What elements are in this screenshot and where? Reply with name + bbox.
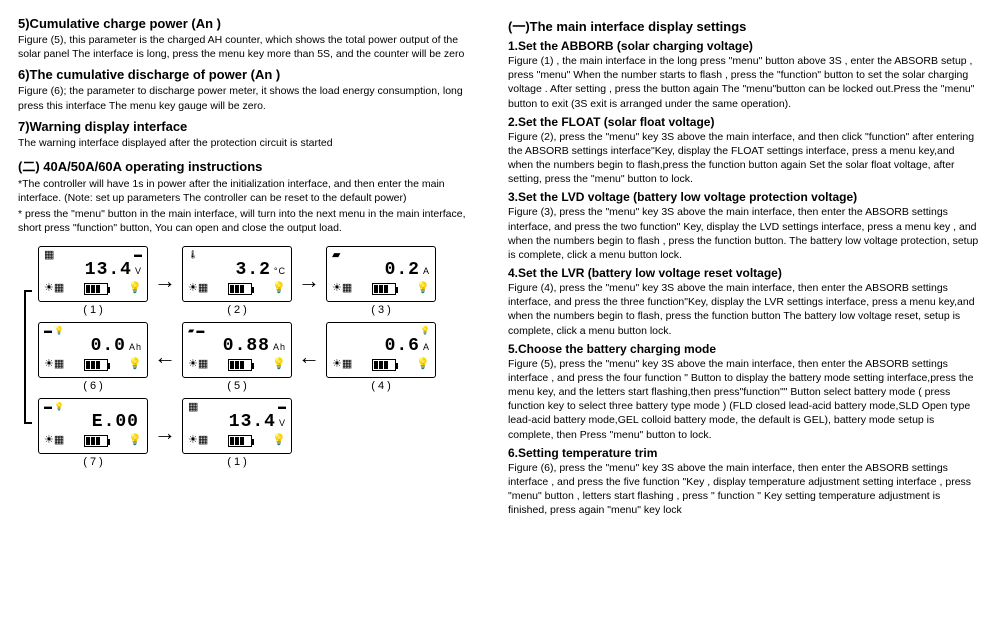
ops-title: (二) 40A/50A/60A operating instructions [18, 156, 478, 175]
section-7-body: The warning interface displayed after th… [18, 136, 478, 150]
lcd-5: ▰ ▬ 0.88Ah ☀▦💡 ( 5 ) [182, 322, 292, 392]
battery-icon [84, 359, 108, 371]
lcd-2-value: 3.2 [235, 261, 270, 279]
lcd-6-value: 0.0 [91, 337, 126, 355]
lcd-1b-unit: V [279, 419, 286, 428]
lcd-7-value: E.00 [92, 413, 139, 431]
r-s3-title: 3.Set the LVD voltage (battery low volta… [508, 190, 982, 204]
lcd-5-caption: ( 5 ) [227, 380, 247, 392]
r-s5-title: 5.Choose the battery charging mode [508, 342, 982, 356]
lcd-5-value: 0.88 [223, 337, 270, 355]
ops-p2: * press the "menu" button in the main in… [18, 207, 478, 235]
section-6-body: Figure (6); the parameter to discharge p… [18, 84, 478, 112]
lcd-6-caption: ( 6 ) [83, 380, 103, 392]
arrow-right-icon: → [154, 420, 176, 446]
lcd-1-caption: ( 1 ) [83, 304, 103, 316]
lcd-flow-diagram: ▦▬ 13.4V ☀▦💡 ( 1 ) → 🌡 3.2°C ☀▦💡 ( 2 ) →… [18, 246, 478, 468]
battery-icon [228, 359, 252, 371]
lcd-6-unit: Ah [129, 343, 142, 352]
r-s5-body: Figure (5), press the "menu" key 3S abov… [508, 357, 982, 442]
r-s1-body: Figure (1) , the main interface in the l… [508, 54, 982, 111]
lcd-1b: ▦▬ 13.4V ☀▦💡 ( 1 ) [182, 398, 292, 468]
section-5-body: Figure (5), this parameter is the charge… [18, 33, 478, 61]
section-5-title: 5)Cumulative charge power (An ) [18, 16, 478, 31]
battery-icon [372, 359, 396, 371]
lcd-4-caption: ( 4 ) [371, 380, 391, 392]
lcd-6: ▬ 💡 0.0Ah ☀▦💡 ( 6 ) [38, 322, 148, 392]
r-s4-body: Figure (4), press the "menu" key 3S abov… [508, 281, 982, 338]
lcd-7-caption: ( 7 ) [83, 456, 103, 468]
ops-p1: *The controller will have 1s in power af… [18, 177, 478, 205]
battery-icon [228, 435, 252, 447]
r-s3-body: Figure (3), press the "menu" key 3S abov… [508, 205, 982, 262]
lcd-4-value: 0.6 [385, 337, 420, 355]
lcd-1-unit: V [135, 267, 142, 276]
lcd-3: ▰ 0.2A ☀▦💡 ( 3 ) [326, 246, 436, 316]
lcd-3-caption: ( 3 ) [371, 304, 391, 316]
lcd-1b-value: 13.4 [229, 413, 276, 431]
lcd-3-value: 0.2 [385, 261, 420, 279]
lcd-4: 💡 0.6A ☀▦💡 ( 4 ) [326, 322, 436, 392]
lcd-5-unit: Ah [273, 343, 286, 352]
lcd-1b-caption: ( 1 ) [227, 456, 247, 468]
r-s2-body: Figure (2), press the "menu" key 3S abov… [508, 130, 982, 187]
battery-icon [228, 283, 252, 295]
r-s6-title: 6.Setting temperature trim [508, 446, 982, 460]
arrow-left-icon: ← [298, 344, 320, 370]
arrow-left-icon: ← [154, 344, 176, 370]
section-7-title: 7)Warning display interface [18, 119, 478, 134]
r-s1-title: 1.Set the ABBORB (solar charging voltage… [508, 39, 982, 53]
r-s2-title: 2.Set the FLOAT (solar float voltage) [508, 115, 982, 129]
r-s6-body: Figure (6), press the "menu" key 3S abov… [508, 461, 982, 518]
r-s4-title: 4.Set the LVR (battery low voltage reset… [508, 266, 982, 280]
battery-icon [372, 283, 396, 295]
arrow-right-icon: → [154, 268, 176, 294]
lcd-2-unit: °C [274, 267, 286, 276]
lcd-1-value: 13.4 [85, 261, 132, 279]
lcd-7: ▬ 💡 E.00 ☀▦💡 ( 7 ) [38, 398, 148, 468]
battery-icon [84, 435, 108, 447]
lcd-2-caption: ( 2 ) [227, 304, 247, 316]
right-header: (一)The main interface display settings [508, 16, 982, 35]
arrow-right-icon: → [298, 268, 320, 294]
battery-icon [84, 283, 108, 295]
lcd-2: 🌡 3.2°C ☀▦💡 ( 2 ) [182, 246, 292, 316]
lcd-3-unit: A [423, 267, 430, 276]
lcd-4-unit: A [423, 343, 430, 352]
lcd-1: ▦▬ 13.4V ☀▦💡 ( 1 ) [38, 246, 148, 316]
section-6-title: 6)The cumulative discharge of power (An … [18, 67, 478, 82]
